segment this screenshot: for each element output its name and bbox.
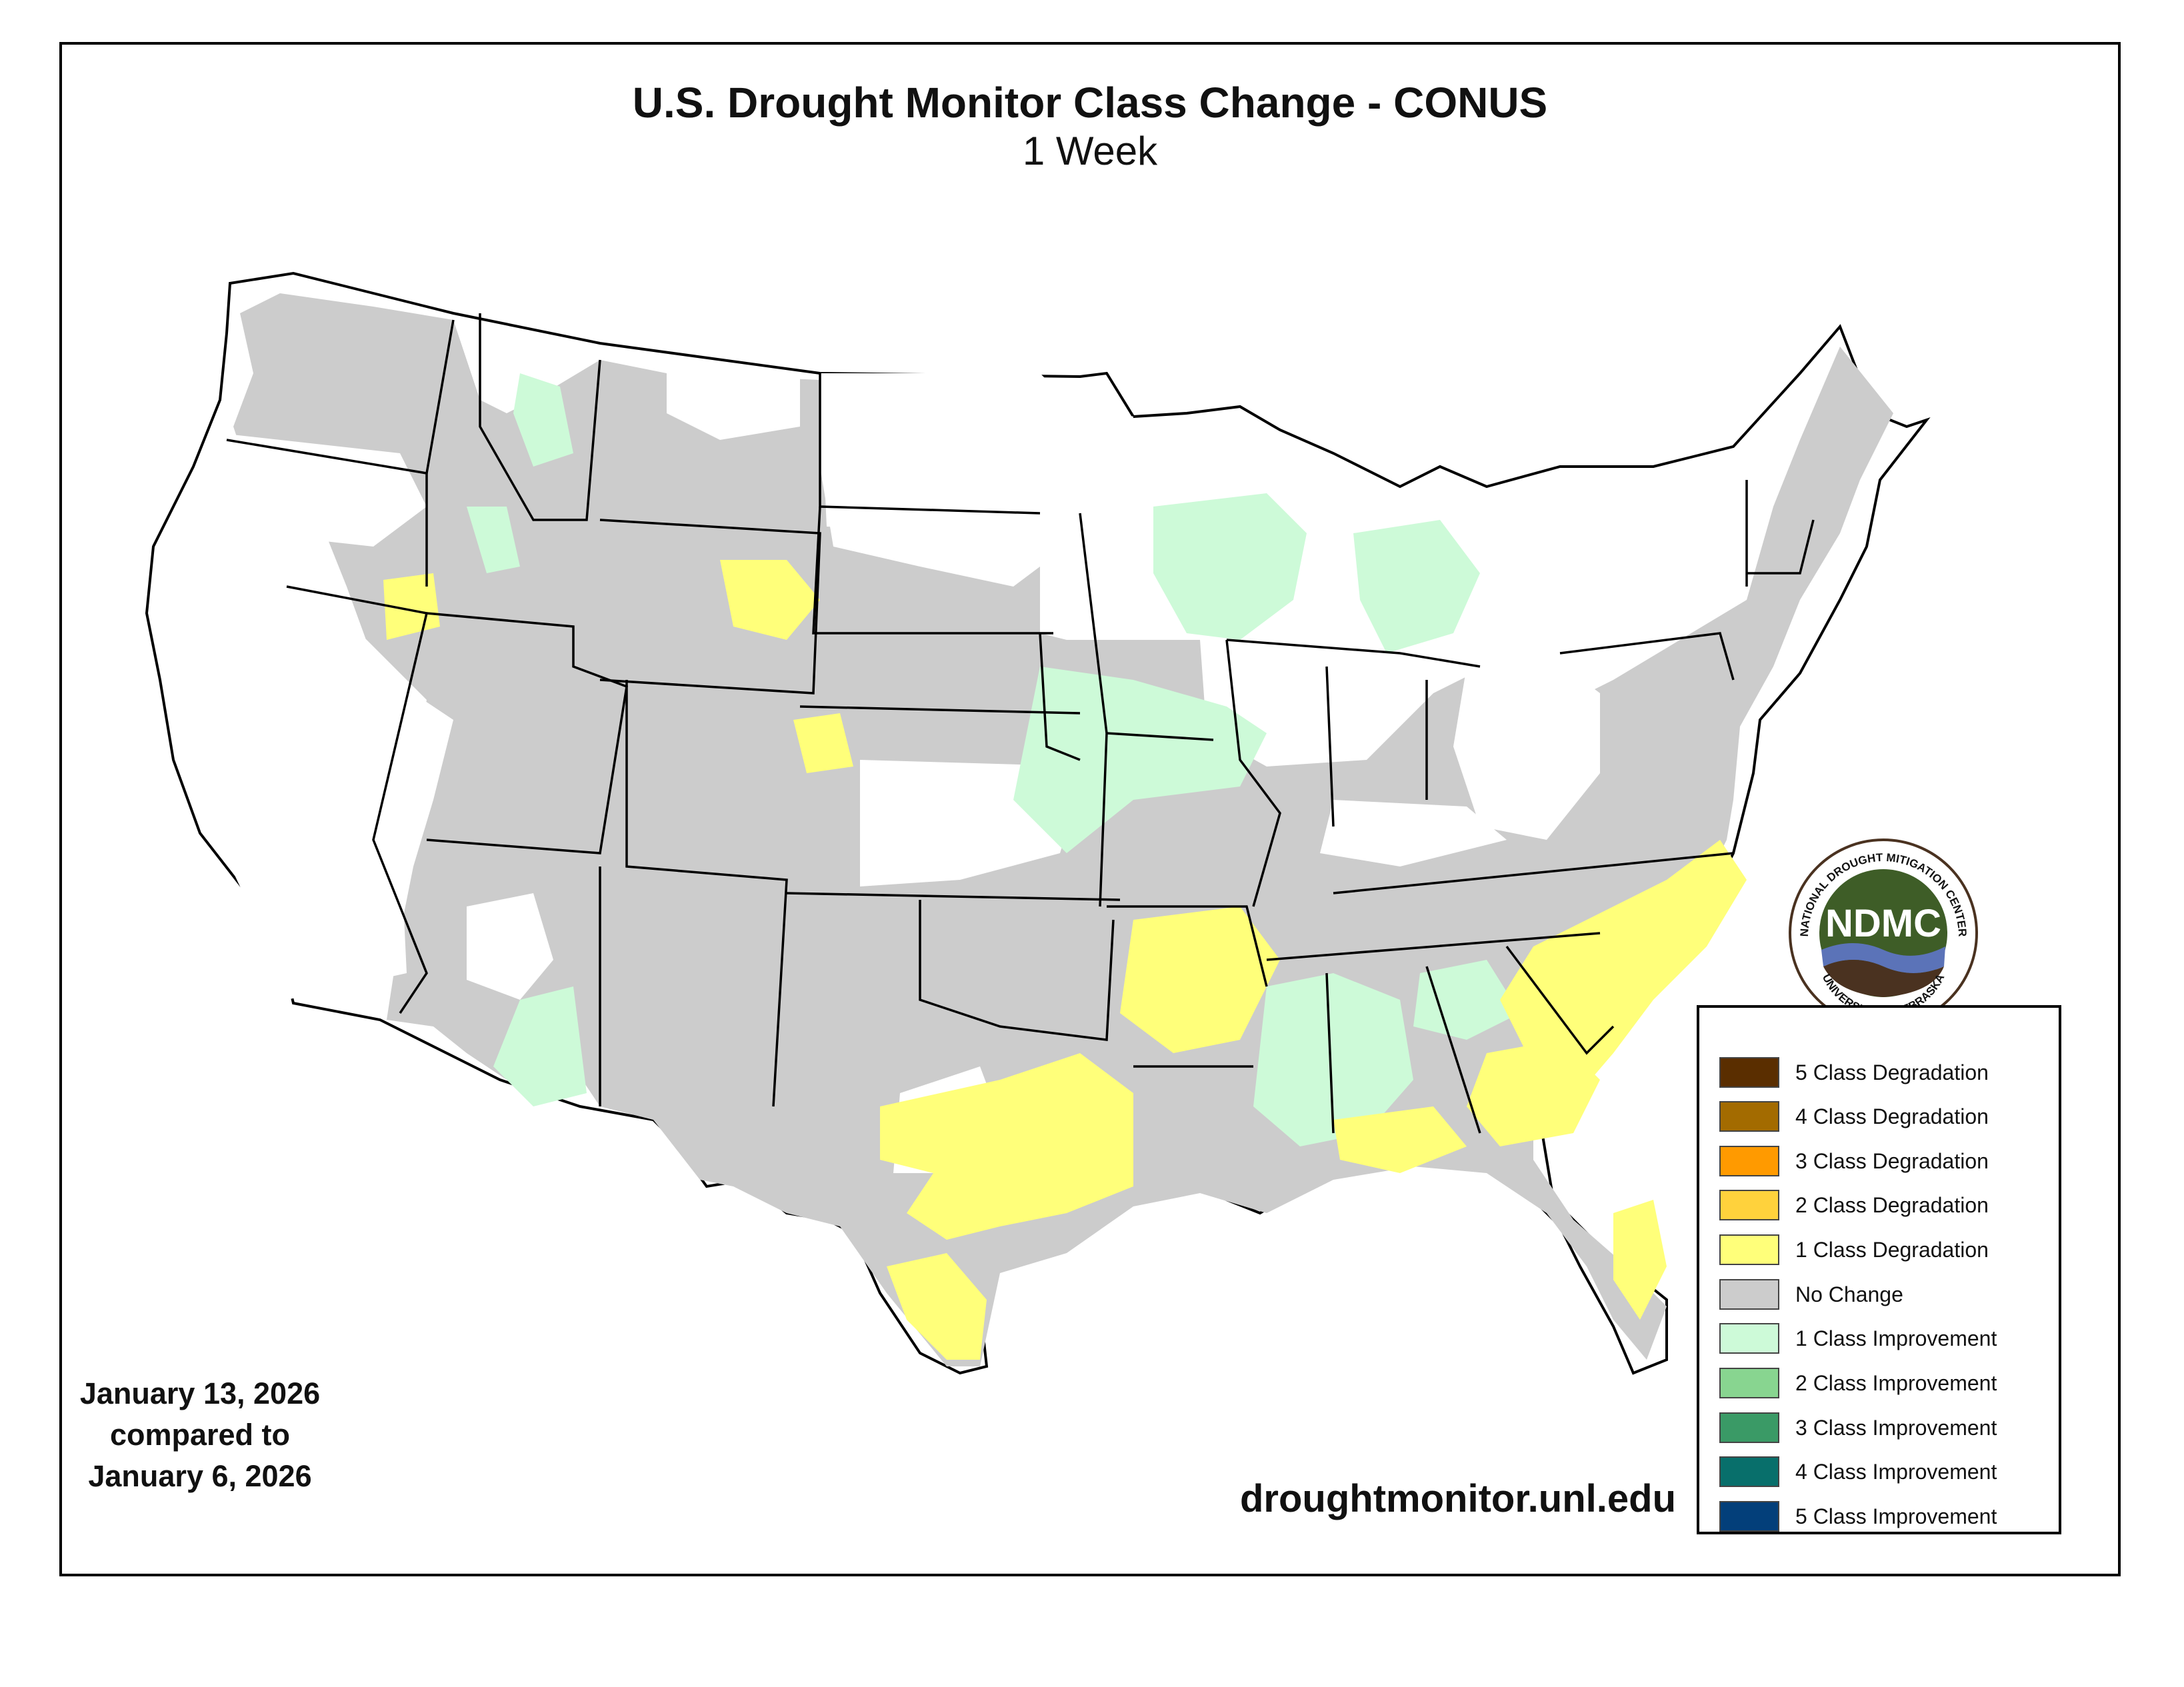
white-region-kentucky [1320,800,1507,866]
degrade-region-colorado [793,713,853,773]
white-region-west [167,553,427,1000]
legend: 5 Class Degradation 4 Class Degradation … [1697,1005,2061,1534]
legend-swatch [1719,1279,1779,1310]
legend-label: 4 Class Improvement [1795,1459,1997,1484]
legend-swatch [1719,1146,1779,1176]
improve-region-georgia [1413,960,1520,1040]
white-region-oregon [220,433,427,547]
date-compared-to: compared to [109,1418,291,1452]
logo-text: NDMC [1825,902,1941,945]
degrade-region-arkansas [1120,906,1280,1053]
date-comparison: January 13, 2026 compared to January 6, … [67,1373,333,1497]
legend-label: 3 Class Degradation [1795,1148,1989,1173]
legend-swatch [1719,1101,1779,1132]
degrade-region-texas-south [887,1253,987,1360]
degrade-region-texas [880,1053,1133,1240]
degrade-region-idaho [383,573,440,640]
legend-item: 5 Class Improvement [1719,1500,1997,1533]
improve-region-mississippi [1253,973,1413,1146]
legend-swatch [1719,1368,1779,1398]
legend-swatch [1719,1456,1779,1487]
legend-item: 5 Class Degradation [1719,1056,1989,1089]
improve-region-michigan [1353,520,1480,653]
legend-label: No Change [1795,1282,1903,1306]
legend-item: 3 Class Improvement [1719,1411,1997,1444]
white-region-montana [667,373,800,440]
degrade-region-georgia [1467,1040,1600,1146]
improve-region-montana [513,373,573,467]
improve-region-arizona [493,986,587,1106]
legend-label: 5 Class Degradation [1795,1060,1989,1084]
white-region-northplains [820,373,1133,587]
date-previous: January 6, 2026 [88,1459,312,1493]
legend-swatch [1719,1234,1779,1265]
legend-label: 5 Class Improvement [1795,1504,1997,1528]
website-url: droughtmonitor.unl.edu [1240,1477,1677,1520]
legend-item: 2 Class Improvement [1719,1366,1997,1400]
logo-earth-band [1823,960,1944,997]
legend-swatch [1719,1057,1779,1088]
degrade-region-carolinas [1500,840,1747,1100]
improve-region-idaho [467,507,520,573]
date-current: January 13, 2026 [79,1376,321,1410]
state-boundaries [226,313,1815,1134]
legend-swatch [1719,1412,1779,1443]
legend-item: 2 Class Degradation [1719,1188,1989,1222]
legend-label: 1 Class Degradation [1795,1237,1989,1262]
map-title: U.S. Drought Monitor Class Change - CONU… [632,79,1548,127]
improve-region-wisconsin [1153,493,1307,640]
map-subtitle: 1 Week [1022,129,1158,173]
degrade-region-gulf [1333,1106,1467,1173]
ndmc-logo: NDMC NATIONAL DROUGHT MITIGATION CENTER … [1789,839,1978,1028]
legend-label: 3 Class Improvement [1795,1415,1997,1440]
legend-label: 2 Class Improvement [1795,1370,1997,1395]
legend-swatch [1719,1323,1779,1354]
legend-item: 4 Class Improvement [1719,1455,1997,1488]
legend-swatch [1719,1190,1779,1220]
legend-swatch [1719,1501,1779,1532]
legend-item: 4 Class Degradation [1719,1100,1989,1133]
legend-label: 2 Class Degradation [1795,1192,1989,1217]
legend-item: 3 Class Degradation [1719,1144,1989,1178]
white-region-arizona [467,893,553,1000]
legend-label: 1 Class Improvement [1795,1326,1997,1350]
white-region-ohio [1453,653,1600,840]
degrade-region-wyoming [720,560,820,640]
logo-water-band [1821,943,1945,973]
legend-label: 4 Class Degradation [1795,1104,1989,1128]
degrade-region-florida [1613,1200,1667,1320]
legend-item: No Change [1719,1278,1903,1311]
legend-item: 1 Class Improvement [1719,1322,1997,1355]
legend-item: 1 Class Degradation [1719,1233,1989,1266]
